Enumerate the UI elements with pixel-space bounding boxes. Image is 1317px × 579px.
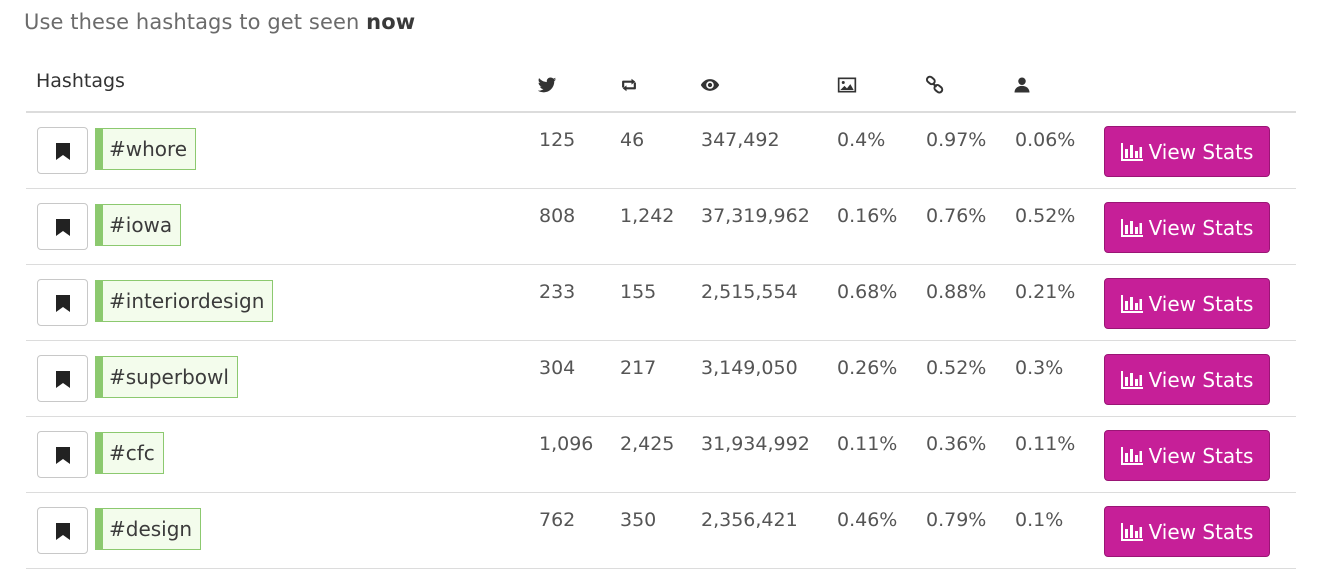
links-cell: 0.52%: [926, 357, 987, 379]
bookmark-icon: [56, 219, 70, 236]
view-stats-button[interactable]: View Stats: [1104, 354, 1270, 405]
links-cell: 0.36%: [926, 433, 987, 455]
retweets-cell: 350: [620, 509, 657, 531]
twitter-bird-icon: [537, 75, 557, 95]
hashtag-label[interactable]: #interiordesign: [95, 280, 274, 322]
hashtag-label[interactable]: #cfc: [95, 432, 164, 474]
bookmark-icon: [56, 447, 70, 464]
links-cell: 0.88%: [926, 281, 987, 303]
retweets-cell: 1,242: [620, 205, 675, 227]
bookmark-icon: [56, 143, 70, 160]
hashtag-label[interactable]: #design: [95, 508, 202, 550]
hashtags-column-header: Hashtags: [36, 70, 125, 92]
links-cell: 0.97%: [926, 129, 987, 151]
mentions-cell: 0.21%: [1015, 281, 1076, 303]
bookmark-button[interactable]: [37, 279, 88, 326]
view-stats-button[interactable]: View Stats: [1104, 278, 1270, 329]
view-stats-label: View Stats: [1148, 367, 1254, 392]
intro-text: Use these hashtags to get seen now: [24, 10, 415, 34]
retweets-cell: 155: [620, 281, 657, 303]
mentions-cell: 0.1%: [1015, 509, 1064, 531]
table-row: #iowa 808 1,242 37,319,962 0.16% 0.76% 0…: [26, 189, 1296, 265]
view-stats-label: View Stats: [1148, 443, 1254, 468]
bar-chart-icon: [1120, 142, 1143, 161]
table-row: #design 762 350 2,356,421 0.46% 0.79% 0.…: [26, 493, 1296, 569]
images-cell: 0.4%: [837, 129, 886, 151]
table-row: #cfc 1,096 2,425 31,934,992 0.11% 0.36% …: [26, 417, 1296, 493]
bar-chart-icon: [1120, 370, 1143, 389]
exposure-cell: 37,319,962: [701, 205, 810, 227]
eye-icon: [700, 75, 720, 95]
images-cell: 0.11%: [837, 433, 898, 455]
user-icon: [1012, 75, 1032, 95]
intro-label: Use these hashtags to get seen: [24, 10, 360, 34]
hashtag-label[interactable]: #superbowl: [95, 356, 238, 398]
exposure-cell: 2,356,421: [701, 509, 798, 531]
exposure-cell: 347,492: [701, 129, 780, 151]
view-stats-button[interactable]: View Stats: [1104, 202, 1270, 253]
mentions-cell: 0.06%: [1015, 129, 1076, 151]
view-stats-label: View Stats: [1148, 291, 1254, 316]
bar-chart-icon: [1120, 446, 1143, 465]
view-stats-button[interactable]: View Stats: [1104, 506, 1270, 557]
bookmark-button[interactable]: [37, 355, 88, 402]
hashtag-label[interactable]: #iowa: [95, 204, 182, 246]
bar-chart-icon: [1120, 218, 1143, 237]
images-cell: 0.26%: [837, 357, 898, 379]
table-row: #superbowl 304 217 3,149,050 0.26% 0.52%…: [26, 341, 1296, 417]
image-icon: [837, 75, 857, 95]
view-stats-label: View Stats: [1148, 215, 1254, 240]
mentions-cell: 0.11%: [1015, 433, 1076, 455]
retweets-cell: 2,425: [620, 433, 675, 455]
exposure-cell: 2,515,554: [701, 281, 798, 303]
table-row: #interiordesign 233 155 2,515,554 0.68% …: [26, 265, 1296, 341]
table-row: #whore 125 46 347,492 0.4% 0.97% 0.06% V…: [26, 113, 1296, 189]
bar-chart-icon: [1120, 294, 1143, 313]
exposure-cell: 31,934,992: [701, 433, 810, 455]
bookmark-button[interactable]: [37, 431, 88, 478]
intro-emphasis: now: [366, 10, 416, 34]
images-cell: 0.68%: [837, 281, 898, 303]
retweet-icon: [619, 75, 639, 95]
images-cell: 0.46%: [837, 509, 898, 531]
view-stats-label: View Stats: [1148, 519, 1254, 544]
links-cell: 0.76%: [926, 205, 987, 227]
tweets-cell: 762: [539, 509, 576, 531]
tweets-cell: 1,096: [539, 433, 594, 455]
view-stats-label: View Stats: [1148, 139, 1254, 164]
mentions-cell: 0.3%: [1015, 357, 1064, 379]
table-header: Hashtags: [26, 58, 1296, 113]
hashtag-label[interactable]: #whore: [95, 128, 197, 170]
retweets-cell: 217: [620, 357, 657, 379]
retweets-cell: 46: [620, 129, 645, 151]
bookmark-icon: [56, 295, 70, 312]
link-icon: [925, 75, 945, 95]
images-cell: 0.16%: [837, 205, 898, 227]
bookmark-button[interactable]: [37, 507, 88, 554]
bookmark-icon: [56, 371, 70, 388]
tweets-cell: 304: [539, 357, 576, 379]
tweets-cell: 125: [539, 129, 576, 151]
tweets-cell: 808: [539, 205, 576, 227]
view-stats-button[interactable]: View Stats: [1104, 126, 1270, 177]
links-cell: 0.79%: [926, 509, 987, 531]
hashtag-table: Hashtags #whore 125 46: [26, 58, 1296, 569]
bookmark-button[interactable]: [37, 203, 88, 250]
bookmark-button[interactable]: [37, 127, 88, 174]
view-stats-button[interactable]: View Stats: [1104, 430, 1270, 481]
exposure-cell: 3,149,050: [701, 357, 798, 379]
bar-chart-icon: [1120, 522, 1143, 541]
mentions-cell: 0.52%: [1015, 205, 1076, 227]
tweets-cell: 233: [539, 281, 576, 303]
bookmark-icon: [56, 523, 70, 540]
